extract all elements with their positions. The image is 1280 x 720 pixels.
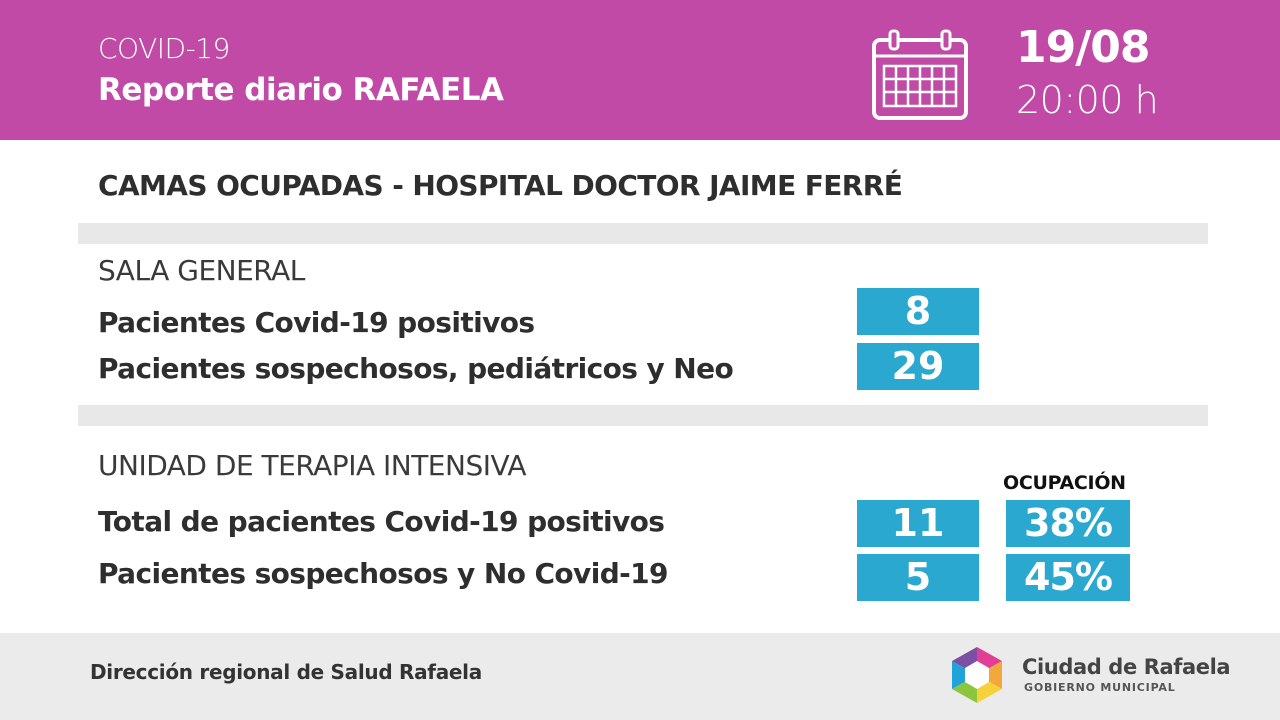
row-label: Pacientes Covid-19 positivos xyxy=(98,306,535,339)
divider xyxy=(78,405,1208,426)
report-time: 20:00 h xyxy=(1016,78,1159,122)
calendar-icon xyxy=(872,29,968,120)
header-title: Reporte diario RAFAELA xyxy=(98,72,504,108)
occupancy-box: 45% xyxy=(1006,554,1130,601)
value-box: 29 xyxy=(857,343,979,390)
uti-heading: UNIDAD DE TERAPIA INTENSIVA xyxy=(98,449,527,482)
row-label: Pacientes sospechosos, pediátricos y Neo xyxy=(98,352,734,385)
value-box: 8 xyxy=(857,288,979,335)
sala-general-heading: SALA GENERAL xyxy=(98,254,305,287)
value-box: 5 xyxy=(857,554,979,601)
logo-subtitle: GOBIERNO MUNICIPAL xyxy=(1024,681,1176,694)
occupancy-box: 38% xyxy=(1006,500,1130,547)
header-subtitle: COVID-19 xyxy=(98,32,230,65)
divider xyxy=(78,223,1208,244)
row-label: Pacientes sospechosos y No Covid-19 xyxy=(98,557,669,590)
logo-name: Ciudad de Rafaela xyxy=(1022,655,1231,679)
report-date: 19/08 xyxy=(1016,22,1151,73)
row-label: Total de pacientes Covid-19 positivos xyxy=(98,505,665,538)
footer: Dirección regional de Salud Rafaela Ciud… xyxy=(0,633,1280,720)
occupancy-heading: OCUPACIÓN xyxy=(1003,472,1126,494)
footer-text: Dirección regional de Salud Rafaela xyxy=(90,660,482,684)
value-box: 11 xyxy=(857,500,979,547)
city-logo-icon xyxy=(952,647,1002,703)
section-title: CAMAS OCUPADAS - HOSPITAL DOCTOR JAIME F… xyxy=(98,169,903,202)
header-banner: COVID-19 Reporte diario RAFAELA 19/08 20… xyxy=(0,0,1280,140)
